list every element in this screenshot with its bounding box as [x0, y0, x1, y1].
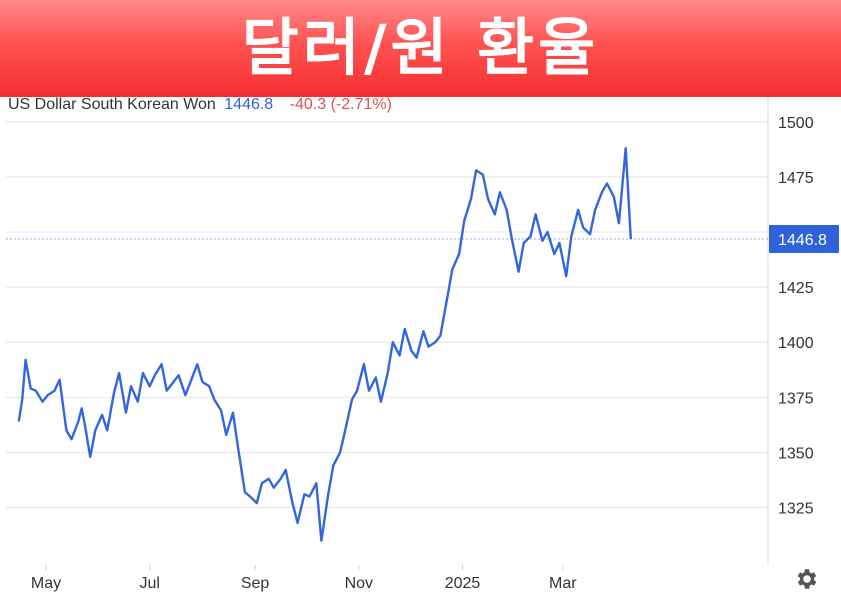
- legend-last-value: 1446.8: [224, 96, 274, 113]
- y-axis: 1325 1350 1375 1400 1425 1475 1500: [778, 115, 814, 518]
- x-axis: May Jul Sep Nov 2025 Mar: [31, 565, 577, 592]
- y-tick-label: 1425: [778, 280, 814, 297]
- y-tick-label: 1375: [778, 390, 814, 407]
- legend-series-name: US Dollar South Korean Won: [8, 96, 216, 113]
- x-tick-label: Sep: [241, 575, 270, 592]
- y-tick-label: 1500: [778, 115, 814, 132]
- x-tick-label: Nov: [345, 575, 373, 592]
- current-price-tag: 1446.8: [769, 225, 839, 254]
- x-tick-label: Jul: [139, 575, 159, 592]
- banner-title: 달러/원 환율: [241, 11, 600, 84]
- x-tick-label: Mar: [549, 575, 577, 592]
- x-tick-label: 2025: [445, 575, 481, 592]
- y-tick-label: 1325: [778, 501, 814, 518]
- legend-change: -40.3 (-2.71%): [289, 96, 392, 113]
- grid: [6, 97, 769, 565]
- y-tick-label: 1475: [778, 170, 814, 187]
- current-price-tag-bg: [769, 225, 839, 254]
- y-tick-label: 1350: [778, 445, 814, 462]
- series-line: [17, 147, 632, 542]
- y-tick-label: 1400: [778, 335, 814, 352]
- current-price-tag-text: 1446.8: [778, 232, 827, 249]
- chart-legend: US Dollar South Korean Won 1446.8 -40.3 …: [8, 96, 392, 114]
- gear-icon[interactable]: [794, 566, 820, 592]
- x-tick-label: May: [31, 575, 61, 592]
- title-banner: 달러/원 환율: [0, 0, 841, 97]
